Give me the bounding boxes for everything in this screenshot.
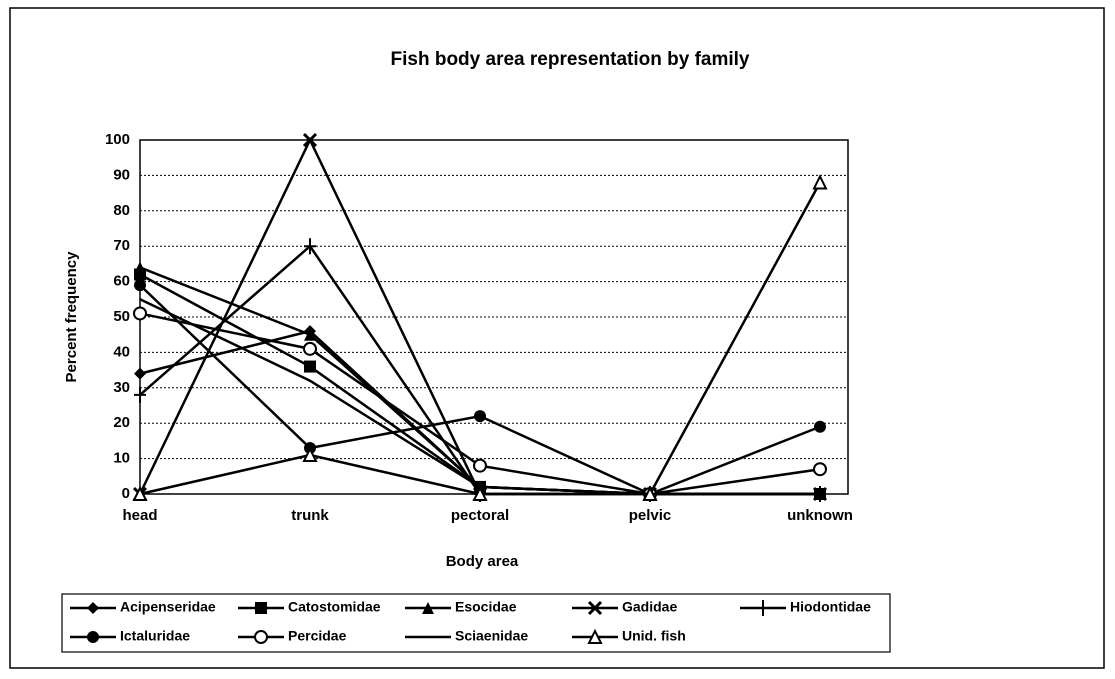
marker	[587, 600, 603, 616]
legend-label: Ictaluridae	[120, 628, 190, 644]
legend-label: Hiodontidae	[790, 599, 871, 615]
marker	[254, 630, 268, 644]
marker	[87, 631, 99, 643]
legend-label: Sciaenidae	[455, 628, 528, 644]
marker	[642, 485, 658, 501]
x-tick-label: unknown	[787, 507, 853, 524]
marker	[304, 328, 316, 341]
marker	[134, 367, 146, 380]
marker	[814, 420, 826, 433]
marker	[757, 600, 769, 616]
marker	[134, 279, 146, 292]
x-axis-label: Body area	[446, 553, 519, 570]
y-tick-label: 20	[113, 414, 130, 431]
y-tick-label: 30	[113, 379, 130, 396]
marker	[134, 261, 146, 274]
chart-title: Fish body area representation by family	[391, 49, 750, 70]
marker	[87, 602, 99, 614]
legend-label: Acipenseridae	[120, 599, 216, 615]
legend-label: Unid. fish	[622, 628, 686, 644]
marker	[134, 386, 146, 403]
y-tick-label: 70	[113, 237, 130, 254]
legend-label: Percidae	[288, 628, 347, 644]
marker	[422, 602, 434, 614]
marker	[303, 341, 317, 356]
y-axis-label: Percent frequency	[63, 251, 80, 383]
legend-label: Esocidae	[455, 599, 517, 615]
y-tick-label: 100	[105, 131, 130, 148]
marker	[302, 132, 318, 148]
x-tick-label: pectoral	[451, 507, 509, 524]
marker	[472, 485, 488, 501]
marker	[132, 485, 148, 501]
marker	[302, 446, 318, 463]
chart-frame	[9, 7, 1105, 669]
y-tick-label: 60	[113, 273, 130, 290]
y-tick-label: 90	[113, 166, 130, 183]
x-tick-label: head	[122, 507, 157, 524]
y-tick-label: 40	[113, 343, 130, 360]
legend-box	[61, 593, 891, 653]
marker	[813, 462, 827, 477]
marker	[255, 602, 267, 614]
marker	[304, 360, 316, 373]
x-tick-label: trunk	[291, 507, 329, 524]
marker	[473, 458, 487, 473]
marker	[474, 410, 486, 423]
x-tick-label: pelvic	[629, 507, 672, 524]
y-tick-label: 0	[122, 485, 130, 502]
marker	[587, 628, 603, 644]
y-tick-label: 50	[113, 308, 130, 325]
legend-label: Gadidae	[622, 599, 677, 615]
marker	[304, 238, 316, 255]
marker	[133, 306, 147, 321]
marker	[812, 174, 828, 190]
y-tick-label: 80	[113, 202, 130, 219]
y-tick-label: 10	[113, 450, 130, 467]
legend-label: Catostomidae	[288, 599, 381, 615]
